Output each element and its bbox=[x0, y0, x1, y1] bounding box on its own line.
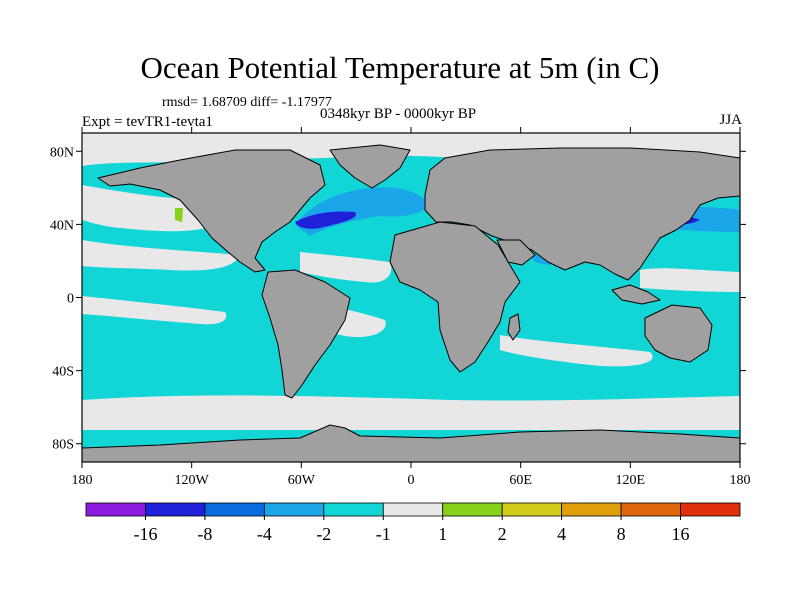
colorbar-swatch bbox=[620, 502, 681, 517]
colorbar-swatch bbox=[145, 502, 206, 517]
colorbar-swatch bbox=[501, 502, 563, 517]
x-tick-label: 180 bbox=[72, 473, 93, 488]
greenland bbox=[329, 144, 411, 189]
chart-title: Ocean Potential Temperature at 5m (in C) bbox=[140, 50, 660, 85]
x-tick-label: 120W bbox=[175, 473, 210, 488]
colorbar-swatch bbox=[204, 502, 265, 517]
colorbar-swatch bbox=[382, 502, 444, 517]
y-tick-label: 80S bbox=[52, 438, 74, 453]
colorbar-swatch bbox=[263, 502, 325, 517]
longitude-axis: 180 120W 60W 0 60E 120E 180 bbox=[72, 127, 751, 488]
north-america bbox=[97, 149, 326, 273]
experiment-label: Expt = tevTR1-tevta1 bbox=[82, 114, 213, 130]
latitude-axis: 80N 40N 0 40S 80S bbox=[50, 145, 746, 453]
y-tick-label: 80N bbox=[50, 145, 74, 160]
x-tick-label: 60E bbox=[509, 473, 532, 488]
colorbar-swatch bbox=[561, 502, 622, 517]
y-tick-label: 0 bbox=[67, 292, 74, 307]
africa bbox=[389, 221, 521, 373]
arabian-peninsula bbox=[496, 239, 536, 266]
pacific-warm-patch bbox=[175, 208, 183, 222]
indonesia bbox=[611, 284, 661, 305]
colorbar-label: 4 bbox=[557, 524, 566, 544]
colorbar-swatch bbox=[442, 502, 503, 517]
southern-ocean-band bbox=[82, 395, 740, 430]
north-atlantic-strong-cooling bbox=[295, 211, 356, 229]
colorbar-label: 2 bbox=[498, 524, 507, 544]
land-masses bbox=[82, 144, 740, 462]
indian-ocean-band bbox=[500, 335, 653, 367]
eurasia bbox=[424, 147, 740, 281]
antarctica bbox=[82, 424, 740, 462]
tropical-atlantic-band bbox=[300, 252, 392, 283]
north-pacific-band bbox=[82, 185, 230, 232]
colorbar-swatch bbox=[323, 502, 384, 517]
west-pacific-band bbox=[640, 268, 740, 292]
season-label: JJA bbox=[719, 112, 742, 128]
colorbar-label: -16 bbox=[133, 524, 157, 544]
australia bbox=[644, 304, 713, 363]
colorbar-label: 8 bbox=[617, 524, 626, 544]
colorbar-swatch bbox=[680, 502, 741, 517]
x-tick-label: 0 bbox=[408, 473, 415, 488]
equatorial-pacific-band bbox=[82, 296, 227, 325]
colorbar-label: 1 bbox=[438, 524, 447, 544]
colorbar-label: 16 bbox=[672, 524, 690, 544]
colorbar: -16 -8 -4 -2 -1 1 2 4 8 16 bbox=[85, 502, 741, 544]
south-america bbox=[261, 269, 351, 399]
map-plot-area bbox=[82, 133, 740, 462]
rmsd-diff-stats: rmsd= 1.68709 diff= -1.17977 bbox=[162, 95, 332, 110]
x-tick-label: 120E bbox=[616, 473, 646, 488]
x-tick-label: 60W bbox=[288, 473, 316, 488]
colorbar-label: -2 bbox=[316, 524, 331, 544]
colorbar-label: -1 bbox=[376, 524, 391, 544]
madagascar bbox=[507, 313, 521, 341]
y-tick-label: 40N bbox=[50, 218, 74, 233]
colorbar-label: -8 bbox=[197, 524, 212, 544]
x-tick-label: 180 bbox=[730, 473, 751, 488]
time-period-label: 0348kyr BP - 0000kyr BP bbox=[320, 106, 477, 122]
colorbar-swatch bbox=[85, 502, 146, 517]
north-pacific-band-2 bbox=[82, 240, 240, 271]
colorbar-label: -4 bbox=[257, 524, 272, 544]
y-tick-label: 40S bbox=[52, 365, 74, 380]
